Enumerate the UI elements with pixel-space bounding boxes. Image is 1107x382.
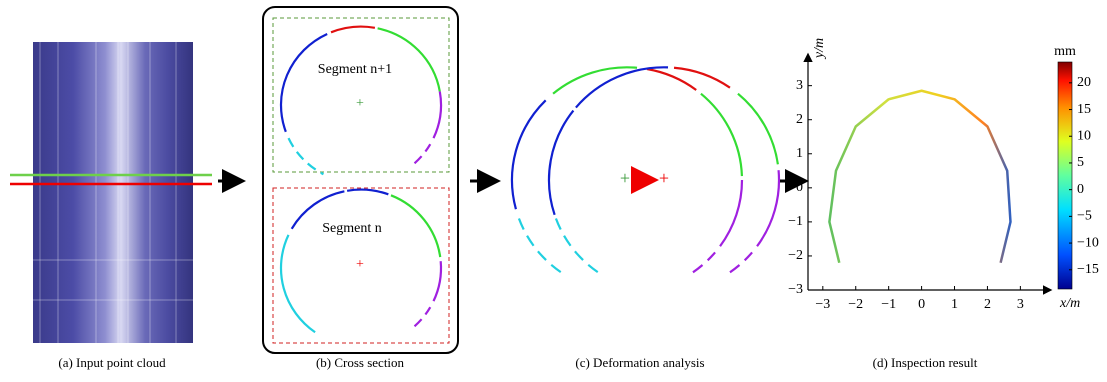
colorbar-tick-label: −10: [1077, 235, 1099, 250]
arc: [434, 91, 441, 138]
y-tick-label: 3: [796, 78, 803, 93]
x-tick-label: −1: [881, 297, 896, 312]
x-tick-label: 1: [951, 297, 958, 312]
center: +: [659, 168, 669, 188]
colorbar-tick-label: −15: [1077, 262, 1099, 277]
x-tick-label: 2: [984, 297, 991, 312]
arc: [347, 190, 388, 195]
caption: (d) Inspection result: [873, 355, 978, 370]
x-tick-label: −2: [848, 297, 863, 312]
y-tick-label: 2: [796, 112, 803, 127]
arc: [415, 144, 431, 163]
point-cloud: [10, 42, 212, 343]
arc: [415, 307, 431, 326]
arc: [693, 252, 715, 272]
y-tick-label: −1: [788, 214, 803, 229]
colorbar-tick-label: 0: [1077, 182, 1084, 197]
colorbar-tick-label: 5: [1077, 155, 1084, 170]
segment-label: Segment n: [322, 221, 382, 236]
arc: [512, 100, 546, 209]
x-tick-label: 3: [1017, 297, 1024, 312]
segment-label: Segment n+1: [318, 62, 392, 77]
arc: [556, 219, 598, 273]
caption: (c) Deformation analysis: [575, 355, 704, 370]
arc: [434, 261, 441, 301]
colorbar-label: mm: [1054, 44, 1076, 59]
y-tick-label: −2: [788, 248, 803, 263]
x-axis-label: x/m: [1059, 296, 1080, 311]
colorbar-tick-label: 10: [1077, 128, 1091, 143]
colorbar-tick-label: 15: [1077, 102, 1091, 117]
arc: [519, 219, 561, 273]
arc: [549, 111, 573, 215]
arc: [701, 94, 742, 176]
caption: (a) Input point cloud: [58, 355, 166, 370]
center: +: [356, 257, 364, 272]
arc: [331, 27, 375, 33]
arc: [674, 68, 730, 88]
deformation-curve: [829, 91, 1010, 263]
x-tick-label: 0: [918, 297, 925, 312]
arc: [281, 34, 327, 132]
colorbar-tick-label: 20: [1077, 75, 1091, 90]
y-tick-label: 0: [796, 180, 803, 195]
center: +: [356, 96, 364, 111]
arc: [281, 235, 315, 332]
arc: [757, 170, 779, 246]
colorbar: [1058, 62, 1072, 289]
caption: (b) Cross section: [316, 355, 405, 370]
center: +: [620, 168, 630, 188]
frame: [263, 7, 458, 353]
arc: [738, 94, 778, 165]
figure: Segment n+1 Segment n + + + + −3−2−10123…: [0, 0, 1107, 377]
arc: [378, 28, 440, 91]
arc: [647, 69, 696, 90]
y-axis-label: y/m: [812, 38, 827, 60]
y-tick-label: 1: [796, 146, 803, 161]
y-tick-label: −3: [788, 282, 803, 297]
x-tick-label: −3: [815, 297, 830, 312]
segment-box: [273, 18, 449, 172]
arc: [730, 252, 752, 272]
arc: [391, 195, 440, 257]
colorbar-tick-label: −5: [1077, 209, 1092, 224]
arc: [288, 138, 323, 174]
arc: [720, 180, 742, 246]
